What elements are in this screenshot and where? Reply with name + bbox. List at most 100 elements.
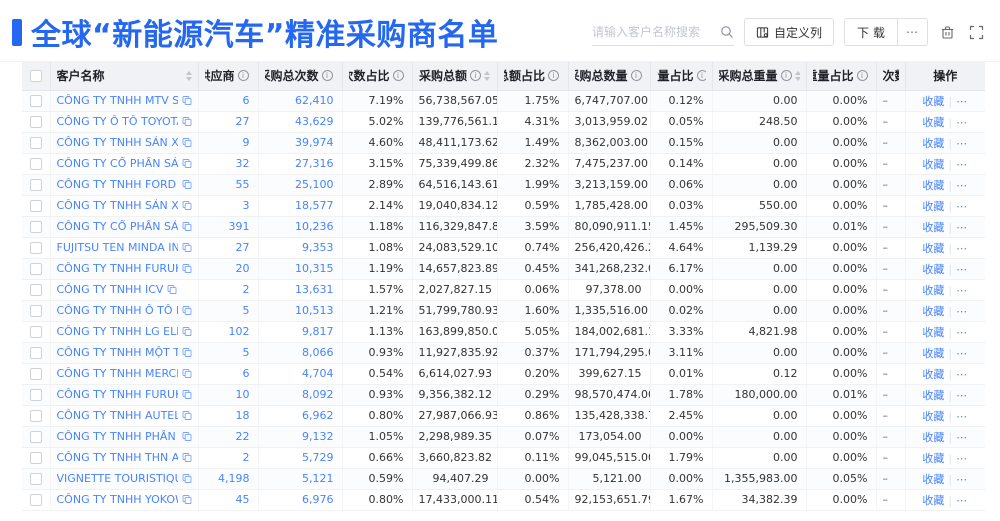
copy-icon[interactable] bbox=[182, 368, 192, 379]
row-checkbox[interactable] bbox=[29, 137, 42, 149]
favorite-button[interactable]: 收藏 bbox=[922, 283, 945, 297]
row-checkbox[interactable] bbox=[29, 305, 42, 317]
copy-icon[interactable] bbox=[182, 494, 192, 505]
copy-icon[interactable] bbox=[182, 305, 192, 316]
company-name-link[interactable]: CÔNG TY TNHH FURUKAWA A... bbox=[56, 262, 178, 275]
row-more-button[interactable]: ⋯ bbox=[956, 178, 969, 192]
row-checkbox[interactable] bbox=[29, 158, 42, 170]
search-box[interactable] bbox=[591, 18, 734, 46]
favorite-button[interactable]: 收藏 bbox=[922, 325, 945, 339]
copy-icon[interactable] bbox=[182, 410, 192, 421]
favorite-button[interactable]: 收藏 bbox=[922, 472, 945, 486]
favorite-button[interactable]: 收藏 bbox=[922, 304, 945, 318]
info-icon[interactable]: i bbox=[392, 70, 404, 82]
favorite-button[interactable]: 收藏 bbox=[922, 136, 945, 150]
row-more-button[interactable]: ⋯ bbox=[956, 409, 969, 423]
row-checkbox[interactable] bbox=[29, 200, 42, 212]
company-name-link[interactable]: FUJITSU TEN MINDA INDIA PVT... bbox=[56, 241, 178, 254]
row-more-button[interactable]: ⋯ bbox=[956, 346, 969, 360]
info-icon[interactable]: i bbox=[237, 70, 249, 82]
download-button[interactable]: 下载 bbox=[843, 18, 898, 46]
copy-icon[interactable] bbox=[182, 431, 192, 442]
copy-icon[interactable] bbox=[182, 452, 192, 463]
row-checkbox[interactable] bbox=[29, 326, 42, 338]
copy-icon[interactable] bbox=[182, 221, 192, 232]
row-more-button[interactable]: ⋯ bbox=[956, 304, 969, 318]
favorite-button[interactable]: 收藏 bbox=[922, 367, 945, 381]
company-name-link[interactable]: CÔNG TY Ô TÔ TOYOTA VIỆT ... bbox=[56, 115, 178, 128]
row-more-button[interactable]: ⋯ bbox=[956, 388, 969, 402]
row-more-button[interactable]: ⋯ bbox=[956, 199, 969, 213]
copy-icon[interactable] bbox=[182, 137, 192, 148]
copy-icon[interactable] bbox=[182, 158, 192, 169]
copy-icon[interactable] bbox=[182, 179, 192, 190]
row-checkbox[interactable] bbox=[29, 347, 42, 359]
delete-button[interactable] bbox=[938, 23, 957, 42]
company-name-link[interactable]: CÔNG TY TNHH LG ELECTRON... bbox=[56, 325, 178, 338]
search-icon[interactable] bbox=[720, 25, 734, 39]
copy-icon[interactable] bbox=[182, 326, 192, 337]
info-icon[interactable]: i bbox=[548, 70, 560, 82]
favorite-button[interactable]: 收藏 bbox=[922, 262, 945, 276]
company-name-link[interactable]: VIGNETTE TOURISTIQUE G UNI... bbox=[56, 472, 178, 485]
row-checkbox[interactable] bbox=[29, 263, 42, 275]
row-more-button[interactable]: ⋯ bbox=[956, 367, 969, 381]
row-more-button[interactable]: ⋯ bbox=[956, 472, 969, 486]
row-more-button[interactable]: ⋯ bbox=[956, 157, 969, 171]
favorite-button[interactable]: 收藏 bbox=[922, 409, 945, 423]
favorite-button[interactable]: 收藏 bbox=[922, 241, 945, 255]
company-name-link[interactable]: CÔNG TY TNHH THN AUTOPAR... bbox=[56, 451, 178, 464]
company-name-link[interactable]: CÔNG TY TNHH MTV SẢN XUẤ... bbox=[56, 94, 178, 107]
copy-icon[interactable] bbox=[182, 473, 192, 484]
company-name-link[interactable]: CÔNG TY TNHH SẢN XUẤT VÀ ... bbox=[56, 136, 178, 149]
favorite-button[interactable]: 收藏 bbox=[922, 493, 945, 507]
sort-icon[interactable] bbox=[484, 70, 490, 81]
row-checkbox[interactable] bbox=[29, 221, 42, 233]
search-input[interactable] bbox=[591, 24, 720, 39]
favorite-button[interactable]: 收藏 bbox=[922, 178, 945, 192]
info-icon[interactable]: i bbox=[856, 70, 868, 82]
row-more-button[interactable]: ⋯ bbox=[956, 241, 969, 255]
row-more-button[interactable]: ⋯ bbox=[956, 430, 969, 444]
row-checkbox[interactable] bbox=[29, 116, 42, 128]
favorite-button[interactable]: 收藏 bbox=[922, 94, 945, 108]
row-more-button[interactable]: ⋯ bbox=[956, 94, 969, 108]
favorite-button[interactable]: 收藏 bbox=[922, 220, 945, 234]
row-more-button[interactable]: ⋯ bbox=[956, 283, 969, 297]
customize-columns-button[interactable]: 自定义列 bbox=[743, 18, 834, 46]
company-name-link[interactable]: CÔNG TY CỔ PHẦN SẢN XUẤT... bbox=[56, 157, 178, 170]
row-checkbox[interactable] bbox=[29, 368, 42, 380]
company-name-link[interactable]: CÔNG TY TNHH ICV bbox=[56, 283, 164, 296]
row-more-button[interactable]: ⋯ bbox=[956, 136, 969, 150]
copy-icon[interactable] bbox=[167, 284, 177, 295]
row-more-button[interactable]: ⋯ bbox=[956, 493, 969, 507]
copy-icon[interactable] bbox=[182, 200, 192, 211]
row-checkbox[interactable] bbox=[29, 389, 42, 401]
copy-icon[interactable] bbox=[182, 347, 192, 358]
info-icon[interactable]: i bbox=[696, 70, 706, 82]
company-name-link[interactable]: CÔNG TY TNHH YOKOWO VIỆT... bbox=[56, 493, 178, 506]
row-checkbox[interactable] bbox=[29, 473, 42, 485]
copy-icon[interactable] bbox=[182, 95, 192, 106]
row-checkbox[interactable] bbox=[29, 494, 42, 506]
info-icon[interactable]: i bbox=[780, 70, 792, 82]
row-checkbox[interactable] bbox=[29, 410, 42, 422]
row-more-button[interactable]: ⋯ bbox=[956, 262, 969, 276]
company-name-link[interactable]: CÔNG TY TNHH FURUKAWA A... bbox=[56, 388, 178, 401]
favorite-button[interactable]: 收藏 bbox=[922, 157, 945, 171]
favorite-button[interactable]: 收藏 bbox=[922, 199, 945, 213]
favorite-button[interactable]: 收藏 bbox=[922, 346, 945, 360]
info-icon[interactable]: i bbox=[470, 70, 481, 82]
row-checkbox[interactable] bbox=[29, 284, 42, 296]
row-more-button[interactable]: ⋯ bbox=[956, 325, 969, 339]
info-icon[interactable]: i bbox=[321, 70, 333, 82]
company-name-link[interactable]: CÔNG TY TNHH Ô TÔ MITSUBI... bbox=[56, 304, 178, 317]
copy-icon[interactable] bbox=[182, 116, 192, 127]
row-more-button[interactable]: ⋯ bbox=[956, 220, 969, 234]
row-checkbox[interactable] bbox=[29, 431, 42, 443]
company-name-link[interactable]: CÔNG TY TNHH SẢN XUẤT VÀ ... bbox=[56, 199, 178, 212]
row-checkbox[interactable] bbox=[29, 242, 42, 254]
info-icon[interactable]: i bbox=[630, 70, 642, 82]
favorite-button[interactable]: 收藏 bbox=[922, 451, 945, 465]
copy-icon[interactable] bbox=[182, 263, 192, 274]
